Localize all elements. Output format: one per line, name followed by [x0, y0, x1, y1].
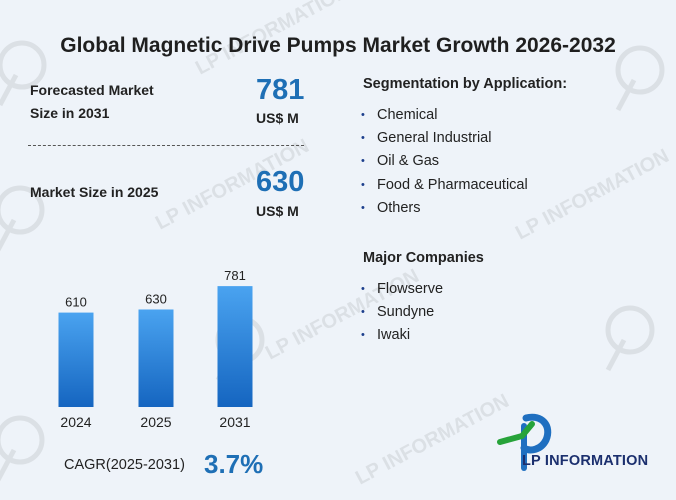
segmentation-item-label: Chemical: [377, 107, 438, 123]
segmentation-item: • General Industrial: [361, 127, 528, 150]
lp-information-logo-icon: [497, 413, 552, 471]
current-unit: US$ M: [256, 203, 299, 219]
current-label: Market Size in 2025: [30, 184, 159, 200]
bullet-icon: •: [361, 132, 365, 145]
bar-2025: [138, 309, 174, 407]
bullet-icon: •: [361, 283, 365, 295]
forecast-label-line1: Forecasted Market: [30, 82, 154, 98]
bullet-icon: •: [361, 201, 365, 214]
companies-list: • Flowserve • Sundyne • Iwaki: [361, 278, 443, 348]
segmentation-item-label: General Industrial: [377, 130, 492, 147]
cagr-value: 3.7%: [204, 449, 264, 479]
segmentation-item: • Chemical: [361, 104, 528, 127]
bar-2024: [58, 312, 94, 407]
segmentation-item-label: Oil & Gas: [377, 153, 440, 170]
bar-value-label: 610: [65, 295, 87, 310]
bullet-icon: •: [361, 306, 365, 319]
bar-value-label: 781: [224, 268, 246, 283]
forecast-label: Forecasted Market Size in 2031: [30, 79, 154, 125]
companies-title: Major Companies: [363, 250, 484, 266]
company-item: • Sundyne: [361, 301, 443, 324]
cagr-label: CAGR(2025-2031): [64, 457, 185, 473]
company-item: • Iwaki: [361, 324, 443, 347]
company-item: • Flowserve: [361, 278, 443, 301]
segmentation-item: • Oil & Gas: [361, 150, 528, 173]
page-title: Global Magnetic Drive Pumps Market Growt…: [60, 34, 616, 57]
forecast-unit: US$ M: [256, 110, 299, 126]
current-value: 630: [256, 166, 305, 198]
bullet-icon: •: [361, 109, 365, 121]
segmentation-title: Segmentation by Application:: [363, 76, 568, 92]
bullet-icon: •: [361, 329, 365, 342]
forecast-value: 781: [256, 74, 305, 106]
bullet-icon: •: [361, 155, 365, 168]
segmentation-item-label: Food & Pharmaceutical: [377, 176, 528, 193]
segmentation-item: • Others: [361, 197, 528, 220]
company-item-label: Flowserve: [377, 281, 444, 297]
segmentation-item: • Food & Pharmaceutical: [361, 174, 528, 197]
x-tick-label: 2031: [219, 414, 250, 430]
segmentation-list: • Chemical • General Industrial • Oil & Gas…: [361, 104, 528, 220]
segmentation-item-label: Others: [377, 199, 421, 216]
bar-value-label: 630: [145, 291, 167, 306]
x-tick-label: 2025: [140, 414, 171, 430]
company-item-label: Sundyne: [377, 304, 435, 321]
logo-text: LP INFORMATION: [522, 453, 649, 469]
company-item-label: Iwaki: [377, 327, 411, 344]
bullet-icon: •: [361, 178, 365, 191]
bar-2031: [217, 286, 253, 407]
stats-divider: [28, 145, 304, 146]
forecast-label-line2: Size in 2031: [30, 105, 110, 121]
x-tick-label: 2024: [60, 414, 91, 430]
